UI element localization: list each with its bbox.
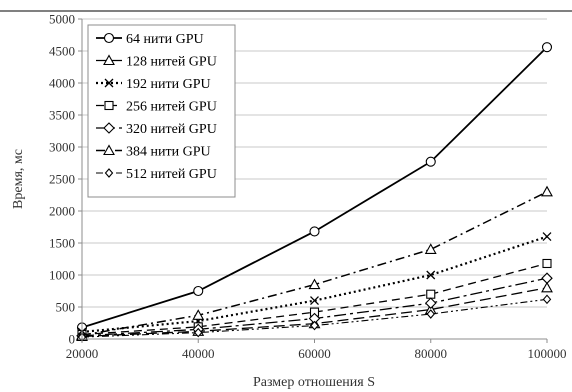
y-tick-label: 4500 [49, 44, 75, 59]
axes [78, 18, 548, 343]
legend-label: 128 нитей GPU [126, 55, 217, 70]
y-tick-label: 2500 [49, 172, 75, 187]
legend-entry: 384 нити GPU [96, 144, 211, 160]
data-point [308, 278, 321, 290]
legend-marker [103, 32, 115, 44]
legend: 64 нити GPU 128 нитей GPU 192 нити GPU 256 … [87, 24, 236, 198]
legend-marker [103, 144, 115, 156]
data-point [310, 296, 319, 306]
legend-label: 320 нитей GPU [126, 122, 217, 137]
legend-marker [103, 54, 115, 66]
legend-label: 512 нитей GPU [126, 167, 217, 182]
x-tick-label: 20000 [66, 346, 99, 361]
x-axis-title: Размер отношения S [253, 375, 375, 390]
legend-entry: 512 нитей GPU [96, 167, 217, 182]
data-point [541, 281, 553, 293]
legend-marker [104, 78, 114, 88]
data-point [426, 270, 436, 280]
data-point [426, 289, 436, 299]
legend-entry: 64 нити GPU [96, 32, 204, 47]
data-point [424, 243, 437, 254]
data-point [542, 232, 552, 242]
series-1 [76, 42, 553, 333]
y-tick-label: 5000 [49, 12, 75, 27]
series-line [81, 191, 548, 336]
data-point [541, 185, 553, 197]
legend-marker [104, 100, 114, 111]
legend-entry: 128 нитей GPU [96, 54, 217, 70]
y-tick-label: 3000 [49, 140, 75, 155]
legend-label: 192 нити GPU [126, 77, 211, 92]
y-tick-label: 2000 [49, 204, 75, 219]
y-tick-label: 500 [56, 300, 76, 315]
y-axis-title: Время, мс [11, 149, 26, 209]
data-point [424, 297, 437, 309]
tick-labels: 0 500 1000 1500 2000 2500 3000 3500 4000 4500 5000… [49, 12, 567, 362]
data-point [309, 226, 320, 237]
legend-label: 64 нити GPU [126, 32, 204, 47]
x-tick-label: 40000 [182, 346, 215, 361]
data-point [425, 156, 436, 167]
data-point [310, 320, 319, 331]
legend-entry: 320 нитей GPU [96, 122, 217, 137]
series-line [81, 262, 548, 336]
data-point [542, 294, 552, 305]
data-point [192, 309, 205, 320]
legend-marker [104, 168, 114, 178]
y-tick-label: 0 [69, 332, 76, 347]
x-tick-label: 80000 [415, 346, 448, 361]
y-tick-label: 4000 [49, 76, 75, 91]
x-tick-label: 100000 [528, 346, 567, 361]
data-point [194, 327, 203, 338]
legend-entry: 256 нитей GPU [96, 100, 217, 115]
legend-label: 384 нити GPU [126, 145, 211, 160]
legend-entry: 192 нити GPU [96, 77, 211, 92]
legend-box [87, 24, 236, 198]
data-point [541, 272, 553, 284]
data-point [426, 309, 435, 319]
y-tick-label: 1000 [49, 268, 75, 283]
x-tick-label: 60000 [298, 346, 331, 361]
data-point [541, 42, 553, 53]
data-point [193, 285, 204, 297]
data-point [542, 258, 552, 269]
legend-label: 256 нитей GPU [126, 100, 217, 115]
y-tick-label: 3500 [49, 108, 75, 123]
y-tick-label: 1500 [49, 236, 75, 251]
legend-marker [103, 122, 115, 134]
